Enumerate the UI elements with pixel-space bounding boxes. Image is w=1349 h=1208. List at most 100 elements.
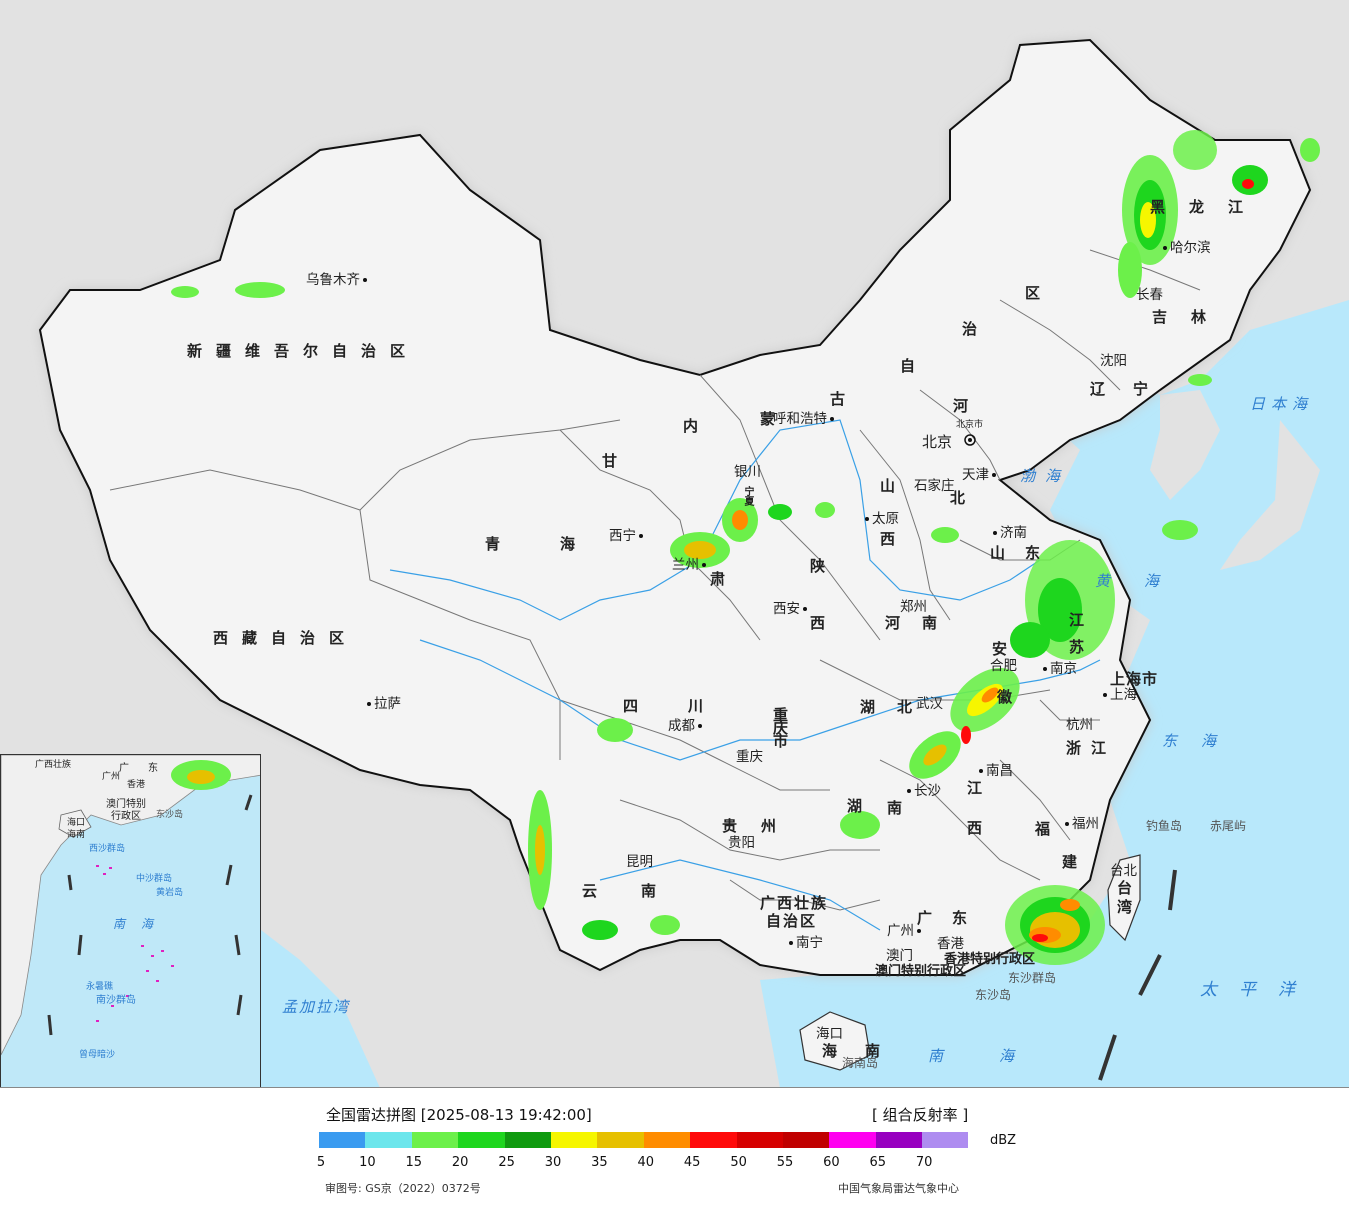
city-wuhan: 武汉: [916, 696, 943, 712]
legend-tick-label: 35: [591, 1155, 608, 1170]
city-guangzhou: 广州: [887, 919, 924, 939]
legend-unit: dBZ: [990, 1133, 1017, 1148]
city-beijing: 北京: [922, 433, 953, 451]
inset-label-guangdong-1: 广: [119, 763, 129, 774]
legend-swatch: [458, 1132, 505, 1148]
legend-tick-label: 25: [498, 1155, 515, 1170]
label-chongqing: 重庆市: [771, 707, 789, 746]
city-haikou: 海口: [816, 1026, 843, 1042]
beijing-capital-marker: [964, 434, 976, 446]
city-changchun: 长春: [1136, 287, 1163, 303]
city-xian: 西安: [773, 597, 810, 617]
label-guizhou: 贵州: [722, 817, 801, 835]
label-bohai: 渤海: [1020, 467, 1071, 485]
inset-label-zhongsha: 中沙群岛: [136, 874, 173, 884]
label-ribenhai: 日本海: [1250, 395, 1314, 413]
legend-tick-label: 65: [869, 1155, 887, 1170]
city-shanghai: 上海: [1100, 683, 1137, 703]
legend-tick-label: 70: [915, 1155, 933, 1170]
radar-echoes: [171, 130, 1320, 965]
label-fujian-jian: 建: [1062, 853, 1078, 871]
label-beijing-shi: 北京市: [956, 420, 984, 430]
city-nanchang: 南昌: [976, 759, 1013, 779]
echo-gansu-ningxia: [670, 498, 792, 568]
korea-peninsula: [1150, 390, 1220, 500]
legend-swatch: [504, 1132, 551, 1148]
radar-map[interactable]: 新疆维吾尔自治区 西藏自治区 青海 甘 肃 内 蒙 古 自 治 区 黑龙江 吉林…: [0, 0, 1349, 1088]
legend-swatch: [319, 1132, 366, 1148]
inset-label-haikou: 海口: [67, 818, 86, 828]
label-hainan-dao: 海南岛: [842, 1056, 879, 1070]
color-scale-bar: [319, 1132, 969, 1148]
city-zhengzhou: 郑州: [900, 599, 927, 615]
legend-swatch: [550, 1132, 598, 1148]
legend-panel: 全国雷达拼图 [2025-08-13 19:42:00] [ 组合反射率 ] d…: [0, 1088, 1349, 1208]
label-dongsha-dao: 东沙岛: [975, 988, 1012, 1002]
city-urumqi: 乌鲁木齐: [306, 268, 370, 288]
legend-tick-label: 50: [730, 1155, 747, 1170]
label-hunan-hu: 湖: [847, 797, 863, 815]
city-tianjin: 天津: [962, 463, 999, 483]
inset-label-xisha: 西沙群岛: [89, 844, 126, 854]
map-approval-number: 审图号: GS京（2022）0372号: [325, 1182, 481, 1195]
city-fuzhou: 福州: [1062, 812, 1099, 832]
inset-label-yongshu: 永暑礁: [86, 982, 114, 992]
legend-swatch: [782, 1132, 830, 1148]
hainan-island: [799, 1011, 871, 1071]
legend-tick-label: 20: [451, 1155, 469, 1170]
label-shaanxi-xi: 西: [810, 614, 826, 632]
label-gansu-su: 肃: [710, 570, 726, 588]
label-nanhai: 南海: [928, 1047, 1071, 1065]
echo-yunnan: [528, 790, 680, 940]
maritime-boundary: [1098, 869, 1177, 1081]
label-liaoning: 辽宁: [1090, 380, 1177, 398]
inset-label-macao-1: 澳门特别: [106, 799, 146, 810]
label-chiweiyu: 赤尾屿: [1210, 819, 1247, 833]
inset-label-guangxi: 广西壮族: [35, 760, 72, 770]
label-sichuan: 四川: [623, 697, 754, 715]
city-shenyang: 沈阳: [1100, 353, 1127, 369]
inset-label-huangyan: 黄岩岛: [156, 888, 184, 898]
label-jiangsu: 江苏: [1067, 612, 1085, 666]
label-hunan-nan: 南: [887, 799, 903, 817]
label-fujian-fu: 福: [1035, 820, 1051, 838]
label-zhejiang: 浙江: [1066, 739, 1117, 757]
label-heilongjiang: 黑龙江: [1150, 198, 1268, 216]
label-xizang: 西藏自治区: [213, 629, 359, 647]
legend-swatch: [411, 1132, 459, 1148]
legend-swatch: [597, 1132, 644, 1148]
legend-swatch: [829, 1132, 876, 1148]
legend-swatch: [643, 1132, 691, 1148]
label-anhui-hui: 徽: [997, 688, 1013, 706]
city-chengdu: 成都: [668, 714, 705, 734]
label-neimenggu-5: 治: [962, 320, 978, 338]
city-macao: 澳门: [886, 948, 913, 964]
city-nanning: 南宁: [786, 931, 823, 951]
legend-tick-label: 40: [637, 1155, 655, 1170]
city-harbin: 哈尔滨: [1160, 236, 1211, 256]
legend-tick-label: 15: [405, 1155, 423, 1170]
label-dongsha-qundao: 东沙群岛: [1008, 971, 1057, 985]
ocean: [760, 300, 1349, 1087]
inset-label-guangzhou: 广州: [102, 772, 121, 782]
label-hk-sar: 香港特别行政区: [944, 952, 1036, 967]
label-hubei: 湖北: [860, 698, 935, 716]
china-land: [38, 38, 1312, 976]
legend-tick-label: 45: [683, 1155, 701, 1170]
city-nanjing: 南京: [1040, 657, 1077, 677]
city-lhasa: 拉萨: [364, 692, 401, 712]
legend-tick-label: 5: [316, 1155, 326, 1170]
label-yunnan: 云南: [582, 882, 701, 900]
agency-credit: 中国气象局雷达气象中心: [838, 1182, 959, 1195]
inset-label-hk: 香港: [127, 780, 146, 790]
city-guiyang: 贵阳: [728, 835, 755, 851]
city-taibei: 台北: [1110, 863, 1137, 879]
label-taipingyang: 太平洋: [1200, 980, 1317, 1000]
city-kunming: 昆明: [626, 854, 653, 870]
echo-heilongjiang: [1118, 130, 1268, 298]
label-neimenggu-1: 内: [683, 417, 699, 435]
label-taiwan: 台湾: [1115, 880, 1133, 918]
echo-anhui-jiangsu: [909, 540, 1115, 779]
label-guangxi-2: 自治区: [766, 912, 818, 930]
label-diaoyudao: 钓鱼岛: [1146, 819, 1183, 833]
